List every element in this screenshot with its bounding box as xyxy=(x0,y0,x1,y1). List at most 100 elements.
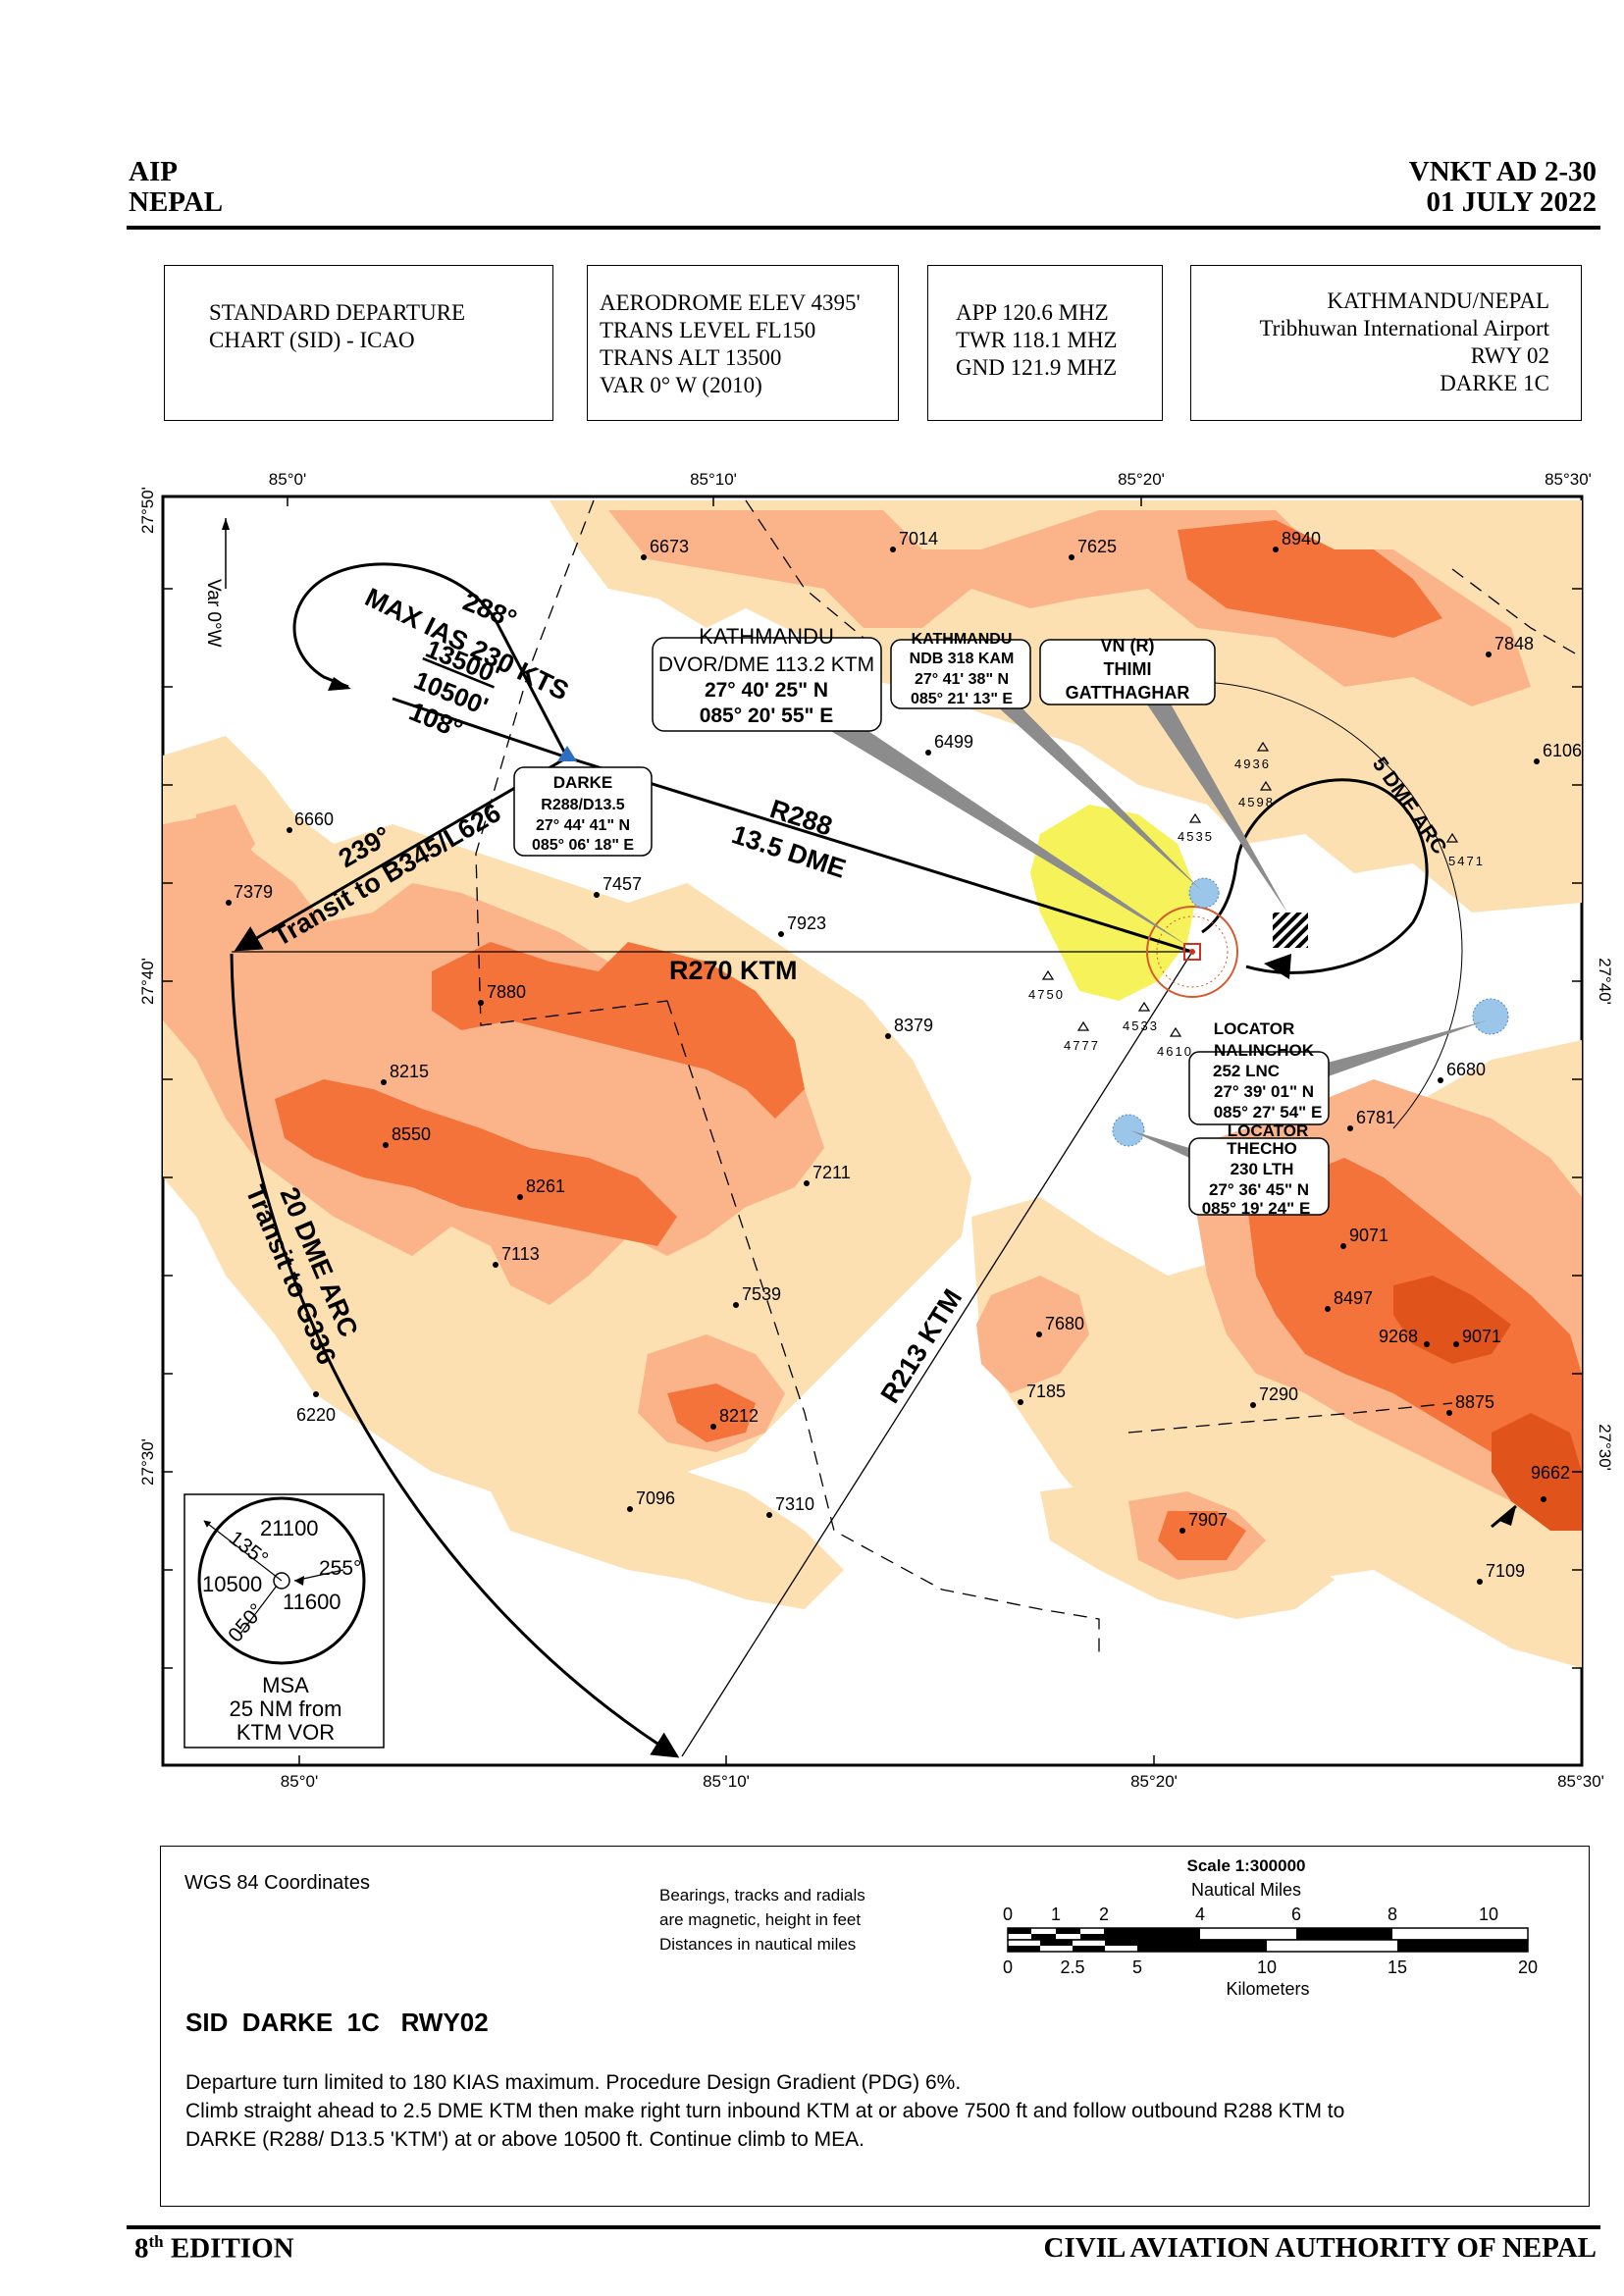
lon-bottom-85-00: 85°0' xyxy=(281,1772,318,1791)
svg-text:THECHO: THECHO xyxy=(1227,1139,1297,1158)
svg-text:6673: 6673 xyxy=(650,537,689,556)
footer-rule xyxy=(127,2225,1600,2229)
spot-height: 7096 xyxy=(627,1488,675,1512)
thimi-leader xyxy=(1143,699,1287,913)
svg-text:NDB 318 KAM: NDB 318 KAM xyxy=(910,651,1015,667)
spot-height: 7109 xyxy=(1477,1561,1525,1585)
svg-text:7096: 7096 xyxy=(636,1488,675,1508)
svg-text:6499: 6499 xyxy=(934,732,973,752)
obstacle: 4610 xyxy=(1157,1026,1191,1059)
darke-callout: DARKE R288/D13.5 27° 44' 41" N 085° 06' … xyxy=(513,766,653,857)
spot-heights: 6673 7014 7625 8940 7848 6106 6499 6660 … xyxy=(226,529,1582,1585)
nm-label: Nautical Miles xyxy=(1191,1880,1301,1900)
svg-text:27° 41' 38" N: 27° 41' 38" N xyxy=(915,671,1009,688)
radial-lines xyxy=(232,681,1463,1757)
spot-height: 7310 xyxy=(766,1494,814,1518)
lon-bottom-85-20: 85°20' xyxy=(1130,1772,1178,1791)
terrain-high-ridge xyxy=(432,942,805,1119)
terrain-light-south xyxy=(471,1433,844,1609)
obstacle: 4598 xyxy=(1238,780,1273,809)
svg-text:15: 15 xyxy=(1388,1957,1407,1977)
svg-text:7680: 7680 xyxy=(1045,1314,1084,1333)
dme-arc-20nm xyxy=(230,953,680,1758)
svg-text:8212: 8212 xyxy=(719,1406,759,1426)
svg-text:2: 2 xyxy=(1099,1905,1109,1924)
svg-text:5: 5 xyxy=(1132,1957,1142,1977)
svg-text:8550: 8550 xyxy=(392,1124,431,1144)
header-date: 01 JULY 2022 xyxy=(1426,186,1598,218)
svg-text:7539: 7539 xyxy=(742,1284,781,1304)
svg-text:085° 06' 18" E: 085° 06' 18" E xyxy=(532,837,634,854)
svg-text:7211: 7211 xyxy=(812,1163,851,1182)
spot-height: 8379 xyxy=(885,1016,933,1039)
spot-height: 7113 xyxy=(493,1244,540,1268)
twr-freq: TWR 118.1 MHZ xyxy=(956,328,1118,352)
variation: VAR 0° W (2010) xyxy=(600,373,762,397)
terrain-high-south xyxy=(667,1383,756,1442)
procedure-description: Departure turn limited to 180 KIAS maxim… xyxy=(185,2068,1344,2154)
spot-height: 9071 xyxy=(1453,1327,1501,1347)
svg-text:4777: 4777 xyxy=(1064,1038,1100,1053)
spot-height: 6673 xyxy=(641,537,689,560)
terrain-high-west xyxy=(275,1079,677,1246)
svg-text:7113: 7113 xyxy=(501,1244,540,1264)
svg-text:20: 20 xyxy=(1518,1957,1538,1977)
obstacle: 4533 xyxy=(1123,1001,1157,1033)
svg-text:9071: 9071 xyxy=(1462,1327,1501,1346)
bearing-note-1: Bearings, tracks and radials xyxy=(659,1886,865,1905)
edition-superscript: th xyxy=(148,2232,164,2251)
airport-city: KATHMANDU/NEPAL xyxy=(1327,288,1549,313)
ktm-vor-rose xyxy=(1146,906,1238,998)
svg-text:R288/D13.5: R288/D13.5 xyxy=(541,797,624,813)
svg-text:LOCATOR: LOCATOR xyxy=(1228,1122,1308,1140)
spot-height: 9071 xyxy=(1340,1226,1388,1249)
lon-bottom-85-10: 85°10' xyxy=(703,1772,750,1791)
obstacle: 5471 xyxy=(1445,832,1485,868)
lat-right-27-40: 27°40' xyxy=(1596,958,1614,1005)
bearing-notes: Bearings, tracks and radials are magneti… xyxy=(659,1883,865,1957)
gnd-freq: GND 121.9 MHZ xyxy=(956,355,1118,380)
svg-text:27° 36' 45" N: 27° 36' 45" N xyxy=(1209,1180,1309,1199)
spot-height: 8215 xyxy=(381,1062,429,1085)
airport-box: KATHMANDU/NEPAL Tribhuwan International … xyxy=(1190,265,1582,421)
spot-height: 6499 xyxy=(925,732,973,756)
svg-text:4936: 4936 xyxy=(1234,757,1271,771)
terrain-peak-9268 xyxy=(1393,1276,1511,1364)
lth-callout: LOCATOR THECHO 230 LTH 27° 36' 45" N 085… xyxy=(1188,1122,1330,1218)
svg-text:7310: 7310 xyxy=(775,1494,814,1514)
svg-text:085° 21' 13" E: 085° 21' 13" E xyxy=(911,691,1013,707)
svg-text:KATHMANDU: KATHMANDU xyxy=(912,631,1013,648)
spot-height: 7539 xyxy=(733,1284,781,1308)
edge-ticks xyxy=(163,496,1582,1765)
r288-track xyxy=(566,756,1193,954)
sid-title: SID DARKE 1C RWY02 xyxy=(185,2008,489,2037)
svg-text:.: . xyxy=(763,625,769,650)
svg-text:DVOR/DME 113.2 KTM: DVOR/DME 113.2 KTM xyxy=(658,653,874,676)
spot-height: 7907 xyxy=(1179,1510,1228,1534)
transit-b345-track xyxy=(234,756,568,952)
svg-text:5471: 5471 xyxy=(1448,854,1485,868)
lth-locator-icon xyxy=(1112,1114,1145,1147)
lon-bottom-85-30: 85°30' xyxy=(1557,1772,1604,1791)
spot-height: 7211 xyxy=(804,1163,851,1186)
svg-text:0: 0 xyxy=(1003,1905,1013,1924)
aerodrome-elev: AERODROME ELEV 4395' xyxy=(600,290,861,315)
ndb-leader xyxy=(986,697,1202,891)
svg-text:7907: 7907 xyxy=(1188,1510,1228,1530)
svg-text:7014: 7014 xyxy=(899,529,938,548)
lnc-locator-icon xyxy=(1472,998,1509,1035)
svg-text:0: 0 xyxy=(1003,1957,1013,1977)
darke-waypoint-icon xyxy=(557,746,577,761)
ktm-vor-icon xyxy=(1183,943,1201,961)
airport-procedure: DARKE 1C xyxy=(1440,371,1549,395)
dashed-boundary-east xyxy=(1127,1402,1453,1434)
svg-text:7185: 7185 xyxy=(1026,1382,1066,1401)
spot-height: 8550 xyxy=(383,1124,431,1148)
msa-sector-11600: 11600 xyxy=(283,1590,341,1614)
callouts: . KATHMANDU DVOR/DME 113.2 KTM 27° 40' 2… xyxy=(513,622,1330,1218)
departure-turn-arrow xyxy=(1264,954,1291,979)
svg-text:6680: 6680 xyxy=(1446,1060,1486,1079)
description-line-2: Climb straight ahead to 2.5 DME KTM then… xyxy=(185,2100,1345,2122)
msa-sector-21100: 21100 xyxy=(260,1516,319,1540)
lon-top-85-00: 85°0' xyxy=(269,470,306,489)
